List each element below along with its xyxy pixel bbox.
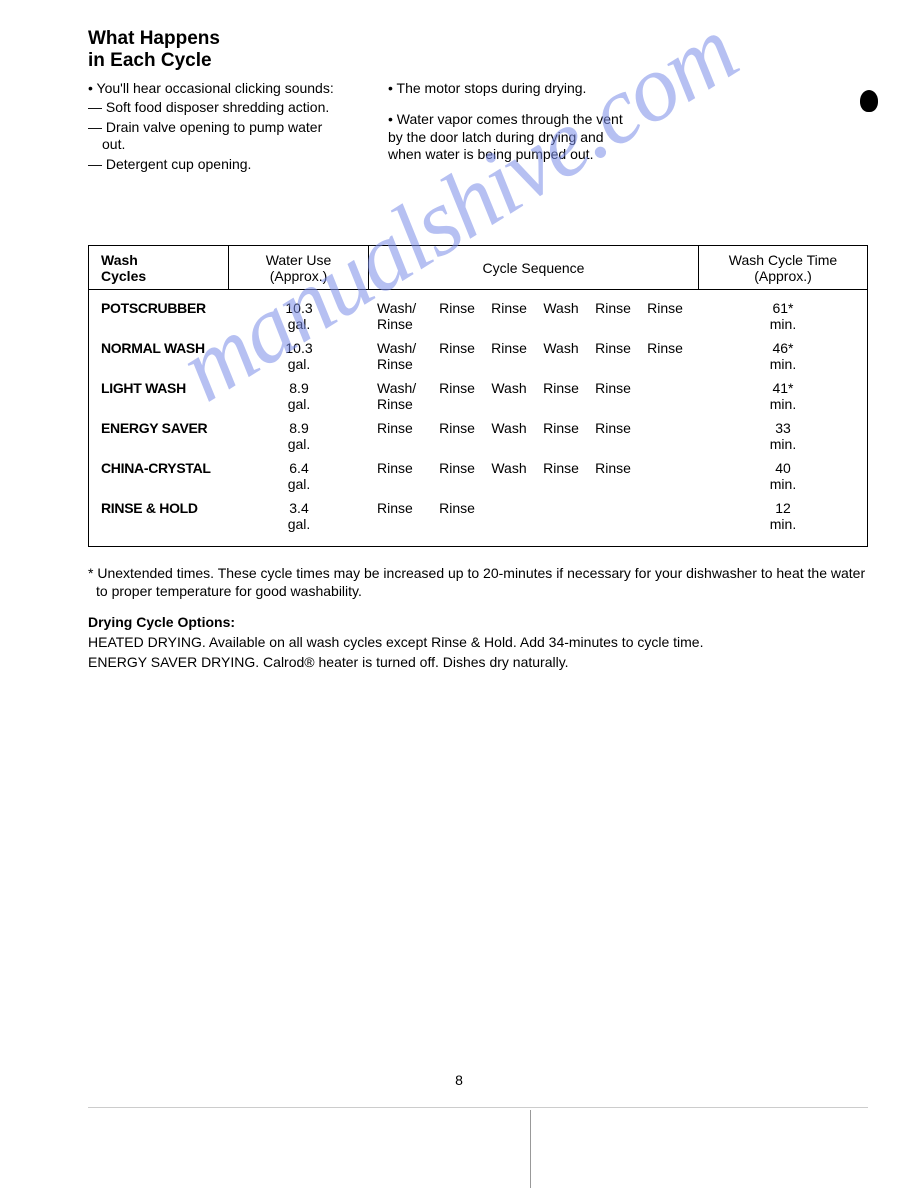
table-row: CHINA-CRYSTAL6.4 gal.RinseRinseWashRinse… xyxy=(89,456,867,496)
page-number: 8 xyxy=(0,1072,918,1088)
seq-step xyxy=(483,500,535,532)
intro-col-2: • The motor stops during drying. • Water… xyxy=(388,80,638,176)
cycle-time: 40 min. xyxy=(699,460,867,492)
cycle-sequence: RinseRinseWashRinseRinse xyxy=(369,420,699,452)
seq-step: Rinse xyxy=(431,460,483,492)
seq-step: Rinse xyxy=(431,420,483,452)
seq-step: Rinse xyxy=(431,500,483,532)
cycle-sequence: Wash/ RinseRinseRinseWashRinseRinse xyxy=(369,300,699,332)
cycle-time: 46* min. xyxy=(699,340,867,372)
bullet-text: • The motor stops during drying. xyxy=(388,80,638,98)
seq-step: Rinse xyxy=(587,460,639,492)
table-row: NORMAL WASH10.3 gal.Wash/ RinseRinseRins… xyxy=(89,336,867,376)
water-use: 8.9 gal. xyxy=(229,420,369,452)
dash-text: — Drain valve opening to pump water out. xyxy=(88,119,338,154)
footnote-text: * Unextended times. These cycle times ma… xyxy=(88,565,868,600)
col-header-wash-cycles: Wash Cycles xyxy=(89,246,229,289)
cycle-table: Wash Cycles Water Use (Approx.) Cycle Se… xyxy=(88,245,868,547)
col-header-cycle-time: Wash Cycle Time (Approx.) xyxy=(699,246,867,289)
cycle-time: 12 min. xyxy=(699,500,867,532)
seq-step xyxy=(639,380,691,412)
seq-step: Rinse xyxy=(587,420,639,452)
cycle-name: CHINA-CRYSTAL xyxy=(89,460,229,492)
table-header-row: Wash Cycles Water Use (Approx.) Cycle Se… xyxy=(89,246,867,290)
seq-step: Wash xyxy=(535,340,587,372)
dash-text: — Detergent cup opening. xyxy=(88,156,338,174)
cycle-name: NORMAL WASH xyxy=(89,340,229,372)
title-line-1: What Happens xyxy=(88,28,220,49)
seq-step: Rinse xyxy=(483,340,535,372)
seq-step xyxy=(639,420,691,452)
bullet-text: • Water vapor comes through the vent by … xyxy=(388,111,638,164)
col-header-water-use: Water Use (Approx.) xyxy=(229,246,369,289)
section-title: What Happens in Each Cycle xyxy=(88,28,840,72)
seq-step: Rinse xyxy=(587,340,639,372)
cycle-time: 41* min. xyxy=(699,380,867,412)
seq-step: Rinse xyxy=(431,380,483,412)
col-header-cycle-seq: Cycle Sequence xyxy=(369,246,699,289)
cycle-name: LIGHT WASH xyxy=(89,380,229,412)
seq-step xyxy=(587,500,639,532)
document-page: What Happens in Each Cycle • You'll hear… xyxy=(0,0,880,670)
face-icon xyxy=(860,90,878,112)
vertical-rule xyxy=(530,1110,531,1188)
water-use: 8.9 gal. xyxy=(229,380,369,412)
seq-step: Wash xyxy=(535,300,587,332)
table-row: RINSE & HOLD3.4 gal.RinseRinse12 min. xyxy=(89,496,867,536)
seq-step: Rinse xyxy=(373,420,431,452)
seq-step: Wash/ Rinse xyxy=(373,340,431,372)
cycle-sequence: RinseRinseWashRinseRinse xyxy=(369,460,699,492)
seq-step: Wash xyxy=(483,380,535,412)
seq-step: Rinse xyxy=(431,340,483,372)
cycle-name: ENERGY SAVER xyxy=(89,420,229,452)
table-row: POTSCRUBBER10.3 gal.Wash/ RinseRinseRins… xyxy=(89,296,867,336)
water-use: 6.4 gal. xyxy=(229,460,369,492)
seq-step: Rinse xyxy=(587,380,639,412)
cycle-name: POTSCRUBBER xyxy=(89,300,229,332)
water-use: 10.3 gal. xyxy=(229,340,369,372)
table-body: POTSCRUBBER10.3 gal.Wash/ RinseRinseRins… xyxy=(89,290,867,546)
water-use: 3.4 gal. xyxy=(229,500,369,532)
title-line-2: in Each Cycle xyxy=(88,50,212,71)
intro-columns: • You'll hear occasional clicking sounds… xyxy=(88,80,840,176)
water-use: 10.3 gal. xyxy=(229,300,369,332)
seq-step: Wash xyxy=(483,420,535,452)
seq-step: Rinse xyxy=(639,300,691,332)
seq-step: Wash/ Rinse xyxy=(373,300,431,332)
cycle-sequence: RinseRinse xyxy=(369,500,699,532)
intro-col-1: • You'll hear occasional clicking sounds… xyxy=(88,80,338,176)
seq-step: Rinse xyxy=(535,460,587,492)
bullet-text: • You'll hear occasional clicking sounds… xyxy=(88,80,338,98)
table-row: LIGHT WASH8.9 gal.Wash/ RinseRinseWashRi… xyxy=(89,376,867,416)
table-row: ENERGY SAVER8.9 gal.RinseRinseWashRinseR… xyxy=(89,416,867,456)
drying-option-line: HEATED DRYING. Available on all wash cyc… xyxy=(88,634,840,650)
seq-step: Rinse xyxy=(483,300,535,332)
cycle-time: 61* min. xyxy=(699,300,867,332)
cycle-sequence: Wash/ RinseRinseRinseWashRinseRinse xyxy=(369,340,699,372)
seq-step: Rinse xyxy=(373,500,431,532)
seq-step xyxy=(639,500,691,532)
seq-step: Rinse xyxy=(431,300,483,332)
seq-step: Rinse xyxy=(373,460,431,492)
drying-option-line: ENERGY SAVER DRYING. Calrod® heater is t… xyxy=(88,654,840,670)
bottom-rule xyxy=(88,1107,868,1108)
seq-step: Rinse xyxy=(587,300,639,332)
cycle-time: 33 min. xyxy=(699,420,867,452)
cycle-sequence: Wash/ RinseRinseWashRinseRinse xyxy=(369,380,699,412)
seq-step xyxy=(535,500,587,532)
seq-step: Rinse xyxy=(535,420,587,452)
seq-step xyxy=(639,460,691,492)
dash-text: — Soft food disposer shredding action. xyxy=(88,99,338,117)
drying-options-title: Drying Cycle Options: xyxy=(88,614,840,630)
seq-step: Wash xyxy=(483,460,535,492)
seq-step: Rinse xyxy=(535,380,587,412)
cycle-name: RINSE & HOLD xyxy=(89,500,229,532)
seq-step: Wash/ Rinse xyxy=(373,380,431,412)
seq-step: Rinse xyxy=(639,340,691,372)
